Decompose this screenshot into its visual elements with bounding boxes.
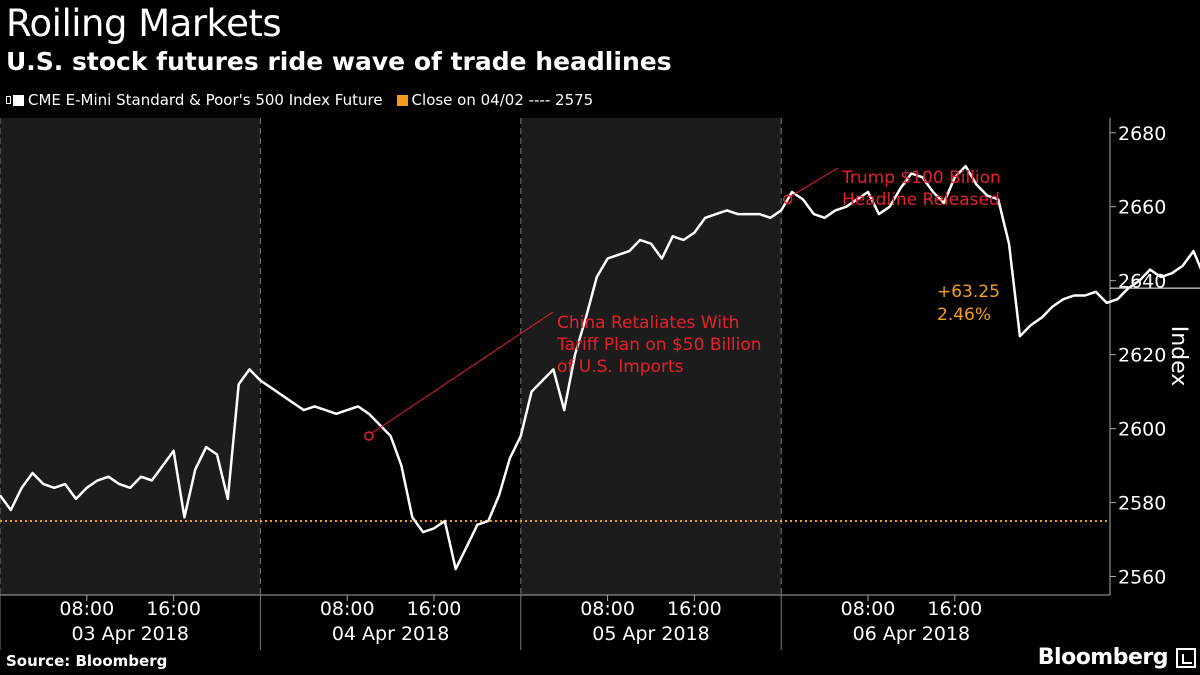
y-axis-label: Index bbox=[1166, 326, 1191, 387]
brand-logo-icon bbox=[1176, 648, 1196, 668]
annotation-marker-trump bbox=[782, 194, 793, 205]
y-tick-label-1: 2580 bbox=[1118, 493, 1166, 515]
last-change-percent: 2.46% bbox=[937, 305, 992, 325]
series-line bbox=[0, 164, 1200, 571]
annotation-china-line-3: of U.S. Imports bbox=[557, 357, 684, 377]
x-day-label-0: 03 Apr 2018 bbox=[71, 623, 188, 645]
annotation-leader-trump bbox=[790, 167, 839, 197]
source-note: Source: Bloomberg bbox=[6, 652, 168, 670]
legend: CME E-Mini Standard & Poor's 500 Index F… bbox=[6, 91, 607, 109]
y-tick-label-3: 2620 bbox=[1118, 345, 1166, 367]
legend-line-icon bbox=[6, 96, 11, 104]
x-tick-label-2-0: 08:00 bbox=[580, 598, 635, 620]
legend-swatch-series bbox=[13, 94, 24, 106]
x-day-label-2: 05 Apr 2018 bbox=[592, 623, 709, 645]
annotation-marker-china bbox=[364, 431, 374, 441]
legend-item-close: Close on 04/02 ---- 2575 bbox=[396, 91, 594, 109]
day-shade-2 bbox=[520, 118, 782, 595]
x-tick-label-3-1: 16:00 bbox=[927, 598, 982, 620]
legend-label-close: Close on 04/02 ---- 2575 bbox=[411, 91, 594, 109]
legend-label-series: CME E-Mini Standard & Poor's 500 Index F… bbox=[28, 91, 383, 109]
annotation-trump: Trump $100 Billion Headline Released bbox=[842, 167, 1001, 211]
y-tick-label-0: 2560 bbox=[1118, 567, 1166, 589]
x-tick-label-1-0: 08:00 bbox=[320, 598, 375, 620]
legend-item-series: CME E-Mini Standard & Poor's 500 Index F… bbox=[6, 91, 383, 109]
annotation-china-line-1: China Retaliates With bbox=[557, 313, 740, 333]
y-tick-label-5: 2660 bbox=[1118, 197, 1166, 219]
x-day-label-1: 04 Apr 2018 bbox=[332, 623, 449, 645]
annotation-china-line-2: Tariff Plan on $50 Billion bbox=[557, 335, 762, 355]
chart-subtitle: U.S. stock futures ride wave of trade he… bbox=[6, 47, 672, 76]
brand-logo-text: Bloomberg bbox=[1037, 645, 1169, 670]
x-day-label-3: 06 Apr 2018 bbox=[853, 623, 970, 645]
y-tick-label-4: 2640 bbox=[1118, 271, 1166, 293]
legend-swatch-close bbox=[396, 94, 408, 106]
x-tick-label-0-1: 16:00 bbox=[146, 598, 201, 620]
last-change-points: +63.25 bbox=[937, 282, 1000, 302]
y-tick-label-6: 2680 bbox=[1118, 123, 1166, 145]
day-shade-0 bbox=[0, 118, 261, 595]
x-tick-label-0-0: 08:00 bbox=[59, 598, 114, 620]
annotation-leader-china bbox=[371, 311, 554, 434]
x-tick-label-2-1: 16:00 bbox=[667, 598, 722, 620]
y-tick-label-2: 2600 bbox=[1118, 419, 1166, 441]
annotation-trump-line-2: Headline Released bbox=[842, 190, 1000, 210]
chart-title: Roiling Markets bbox=[6, 2, 282, 45]
annotation-china: China Retaliates With Tariff Plan on $50… bbox=[557, 312, 762, 378]
x-tick-label-3-0: 08:00 bbox=[841, 598, 896, 620]
x-tick-label-1-1: 16:00 bbox=[407, 598, 462, 620]
annotation-trump-line-1: Trump $100 Billion bbox=[842, 168, 1001, 188]
